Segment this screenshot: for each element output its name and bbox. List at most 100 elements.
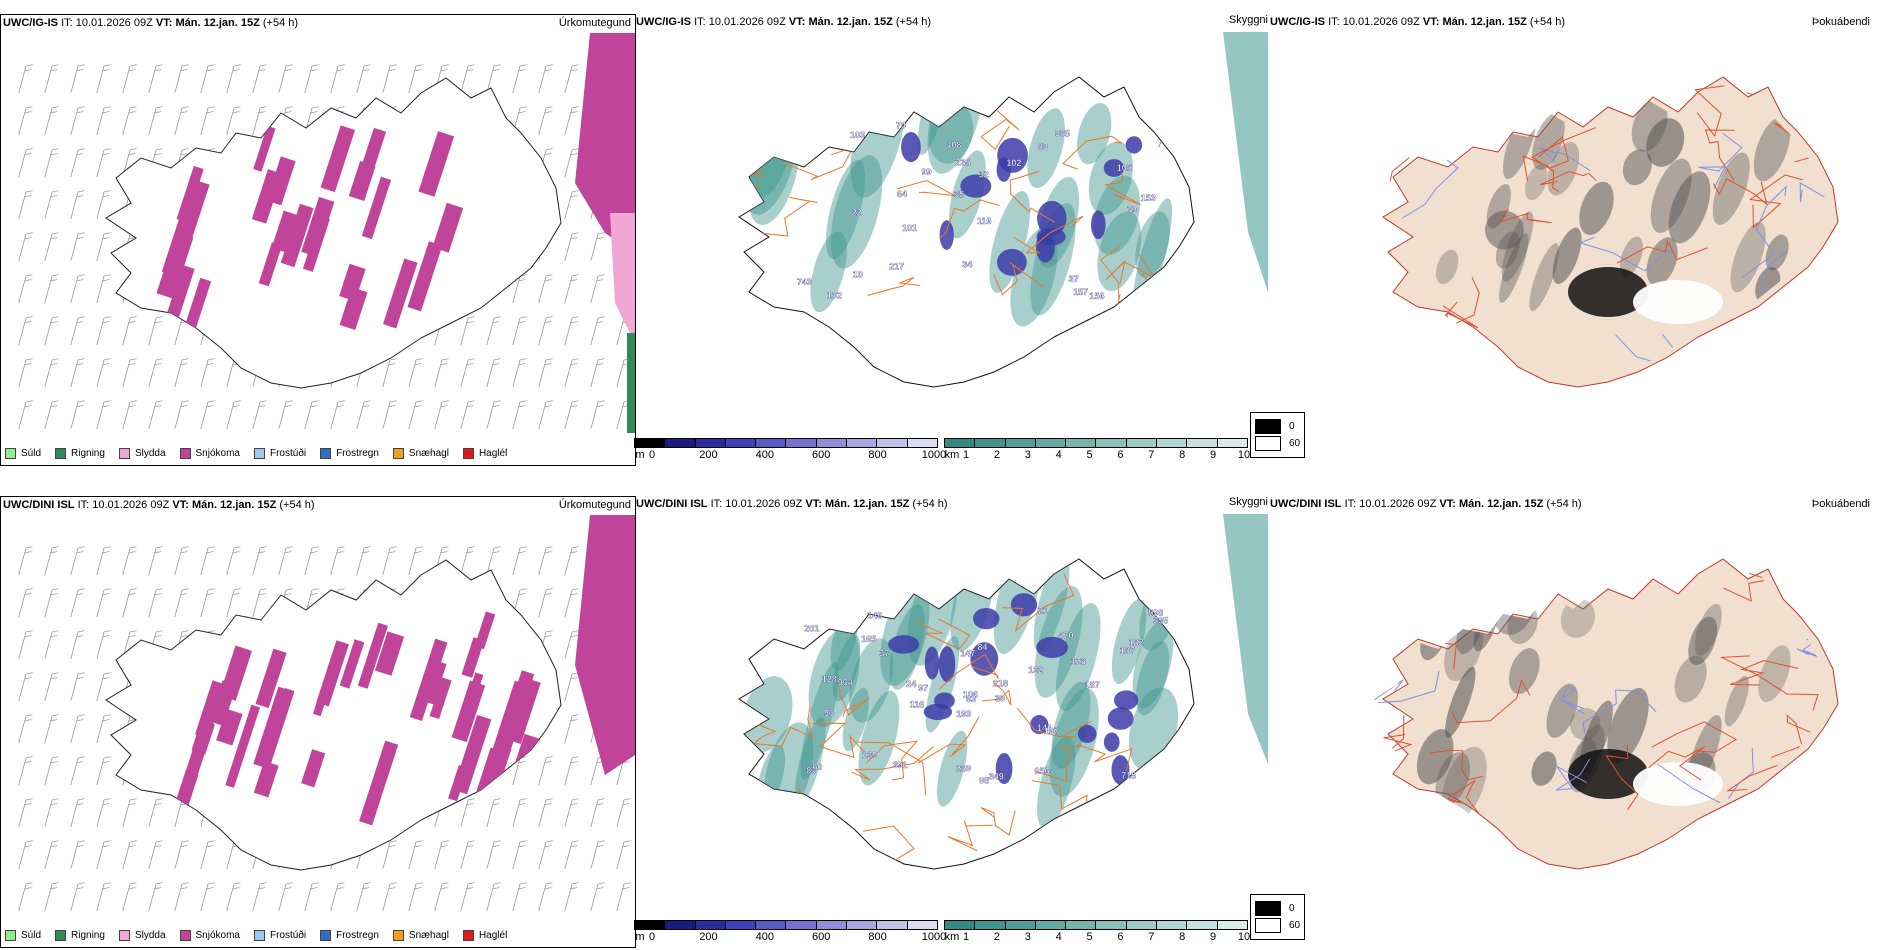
fog-patch (1646, 118, 1685, 167)
wind-barb (122, 546, 137, 576)
cloud-base-patch (995, 752, 1013, 785)
road (917, 716, 980, 764)
colorbar-segment (725, 921, 757, 929)
fog-legend: 0 60 (1250, 894, 1306, 940)
wind-barb (564, 400, 579, 430)
cloud-base-labels: 102 34 35 103 235 408 70 37 10 64 985 743 116 89 101 21… (797, 120, 1156, 301)
road (739, 723, 777, 752)
wind-barb (538, 106, 553, 136)
fog-patch (1435, 249, 1459, 285)
colorbar-segment (907, 439, 937, 447)
cloud-base-label: 99 (922, 167, 932, 177)
legend-swatch (5, 448, 16, 459)
wind-barb (148, 840, 163, 870)
colorbar-segment (635, 439, 666, 447)
wind-barb (70, 64, 85, 94)
wind-barb (44, 630, 59, 660)
cloud-base-label: 470 (1059, 631, 1074, 641)
wind-barb (122, 64, 137, 94)
fog-patch (1445, 666, 1476, 738)
river (1555, 758, 1591, 791)
cloud-base-label: 139 (862, 750, 877, 760)
wind-barb (356, 546, 371, 576)
wind-barb (564, 358, 579, 388)
wind-barb (382, 840, 397, 870)
wind-barb (564, 882, 579, 912)
wind-barb (96, 274, 111, 304)
legend-swatch (55, 448, 67, 459)
snowfall-band (156, 232, 194, 299)
colorbar-tick: 1 (962, 931, 970, 943)
legend-item: Haglél (462, 930, 507, 941)
wind-barb (564, 190, 579, 220)
road (1396, 607, 1456, 631)
colorbar-tick: 200 (699, 931, 718, 943)
panel-variable-label: Skyggni (1228, 496, 1268, 508)
panel-title: UWC/DINI ISL IT: 10.01.2026 09Z VT: Mán.… (3, 499, 315, 511)
cloud-base-label: 105 (1117, 163, 1132, 173)
colorbar-segment (975, 921, 1006, 929)
wind-barb (70, 588, 85, 618)
snowfall-band (316, 640, 349, 707)
colorbar-segment (1096, 439, 1127, 447)
fog-legend-label: 60 (1289, 920, 1301, 931)
colorbar-segment (1126, 439, 1158, 447)
legend-item: Rigning (55, 930, 105, 941)
road (938, 653, 999, 690)
snowfall-band (361, 176, 392, 240)
wind-barb (278, 400, 293, 430)
wind-barb (96, 798, 111, 828)
wind-barb (356, 882, 371, 912)
precip-type-legend: Súld Rigning Slydda Snjókoma Frostúði Frostre… (5, 930, 507, 941)
fog-panel-top: UWC/IG-IS IT: 10.01.2026 09Z VT: Mán. 12… (1250, 14, 1900, 464)
wind-barb (486, 840, 501, 870)
wind-barb (122, 358, 137, 388)
wind-barb (96, 400, 111, 430)
colorbar-segment (1035, 439, 1067, 447)
wind-barb (18, 714, 33, 744)
fog-legend-row: 0 (1255, 419, 1300, 434)
colorbar-tick: 1000 (921, 449, 947, 461)
cloud-base-label: 79 (1127, 205, 1137, 215)
fog-patch (1529, 243, 1560, 312)
cloud-base-label: 64 (897, 189, 907, 199)
wind-barb (564, 588, 579, 618)
wind-barb (538, 798, 553, 828)
panel-variable-label: Úrkomutegund (558, 17, 631, 29)
snowfall-band (176, 165, 204, 223)
road (1648, 745, 1706, 781)
wind-barb (538, 358, 553, 388)
wind-barb (70, 714, 85, 744)
road (980, 106, 1020, 151)
cloud-base-label: 187 (1085, 680, 1100, 690)
cloud-base-patch (888, 635, 920, 654)
road (739, 115, 763, 135)
wind-barb (44, 106, 59, 136)
colorbar-tick: 3 (1024, 449, 1031, 461)
colorbar-segment (1217, 439, 1247, 447)
road (1001, 573, 1075, 633)
wind-barb (70, 274, 85, 304)
cloud-base-label: 147 (960, 649, 975, 659)
cloud-base-patch (996, 157, 1011, 182)
fog-patch (1560, 598, 1596, 638)
cloud-base-label: 97 (918, 683, 928, 693)
cloud-base-label: 964 (838, 677, 853, 687)
river (1796, 624, 1828, 661)
wind-barb (122, 798, 137, 828)
fog-patch (1484, 210, 1524, 250)
wind-barb (278, 546, 293, 576)
wind-barb (434, 358, 449, 388)
wind-barb (200, 882, 215, 912)
road (1748, 174, 1803, 229)
colorbar-segment (975, 439, 1006, 447)
colorbar-tick: 2 (993, 449, 1000, 461)
wind-barb (382, 546, 397, 576)
cloud-base-patch (1036, 636, 1068, 659)
fog-legend-swatch (1255, 419, 1281, 434)
cloud-base-patch (973, 607, 1000, 630)
cloud-base-patch (960, 174, 992, 198)
cloud-base-patch (1037, 200, 1067, 236)
wind-barb (122, 316, 137, 346)
colorbar-segment (816, 439, 848, 447)
